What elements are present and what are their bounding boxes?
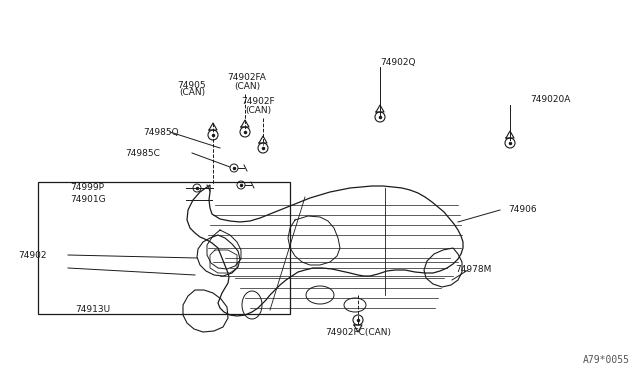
Text: 74902FA: 74902FA	[228, 74, 266, 83]
Text: 74902F: 74902F	[241, 97, 275, 106]
Text: (CAN): (CAN)	[179, 89, 205, 97]
Text: 74985Q: 74985Q	[143, 128, 179, 137]
Text: 74906: 74906	[508, 205, 536, 215]
Text: 74913U: 74913U	[75, 305, 110, 314]
Bar	[38, 182, 290, 314]
Text: 749020A: 749020A	[530, 96, 570, 105]
Text: 74901G: 74901G	[70, 196, 106, 205]
Text: 74905: 74905	[178, 80, 206, 90]
Text: 74978M: 74978M	[455, 266, 492, 275]
Text: 74902FC(CAN): 74902FC(CAN)	[325, 327, 391, 337]
Text: A79*0055: A79*0055	[583, 355, 630, 365]
Text: (CAN): (CAN)	[234, 81, 260, 90]
Text: 74999P: 74999P	[70, 183, 104, 192]
Text: 74902: 74902	[18, 250, 47, 260]
Text: 74985C: 74985C	[125, 148, 160, 157]
Text: 74902Q: 74902Q	[380, 58, 415, 67]
Text: (CAN): (CAN)	[245, 106, 271, 115]
